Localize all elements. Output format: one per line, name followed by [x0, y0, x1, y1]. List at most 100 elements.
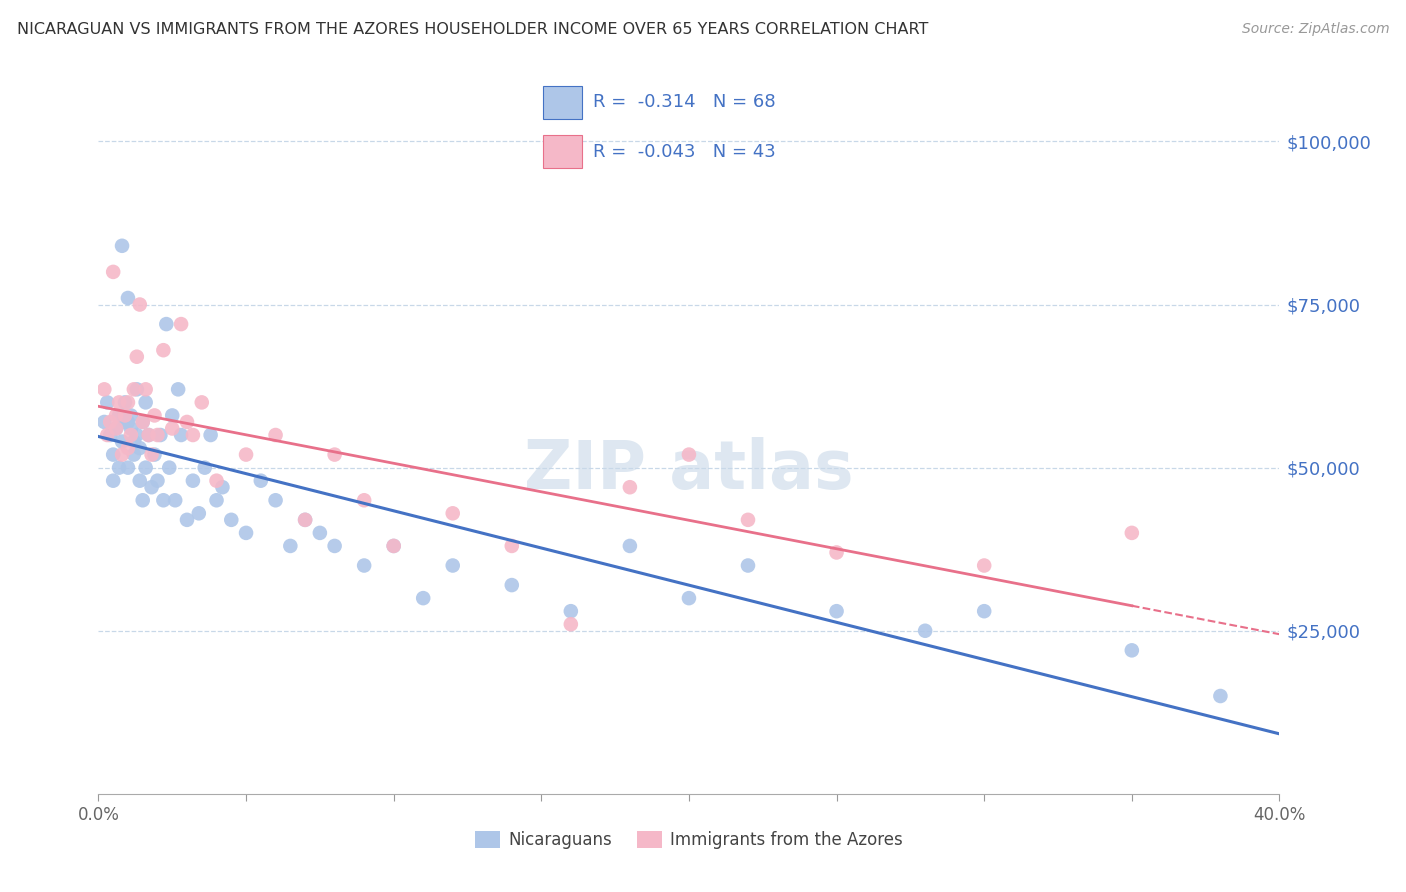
Point	[114, 415, 136, 429]
Point	[1209, 689, 1232, 703]
Point	[619, 480, 641, 494]
Point	[235, 448, 257, 462]
Point	[157, 460, 180, 475]
Point	[96, 428, 118, 442]
Point	[146, 474, 169, 488]
Point	[973, 604, 995, 618]
Point	[122, 382, 145, 396]
Point	[122, 434, 145, 449]
Point	[825, 545, 848, 559]
Point	[141, 448, 163, 462]
Point	[235, 525, 257, 540]
Point	[132, 415, 155, 429]
Point	[138, 428, 160, 442]
Point	[194, 460, 217, 475]
Point	[211, 480, 233, 494]
Point	[108, 409, 131, 423]
Text: R =  -0.043   N = 43: R = -0.043 N = 43	[593, 143, 776, 161]
Point	[501, 578, 523, 592]
Point	[105, 421, 128, 435]
Text: NICARAGUAN VS IMMIGRANTS FROM THE AZORES HOUSEHOLDER INCOME OVER 65 YEARS CORREL: NICARAGUAN VS IMMIGRANTS FROM THE AZORES…	[17, 22, 928, 37]
Point	[152, 493, 174, 508]
Point	[141, 480, 163, 494]
Point	[176, 513, 198, 527]
Point	[117, 395, 139, 409]
Point	[135, 395, 157, 409]
Point	[412, 591, 434, 606]
Point	[128, 297, 150, 311]
Point	[135, 460, 157, 475]
Point	[162, 421, 183, 435]
Point	[309, 525, 332, 540]
Point	[128, 474, 150, 488]
Point	[187, 506, 209, 520]
Point	[382, 539, 405, 553]
Point	[111, 434, 134, 449]
Point	[152, 343, 174, 358]
Point	[501, 539, 523, 553]
Point	[353, 493, 375, 508]
Bar	[543, 87, 582, 119]
Point	[914, 624, 936, 638]
Point	[120, 409, 142, 423]
Point	[135, 382, 157, 396]
Point	[205, 493, 228, 508]
Point	[128, 441, 150, 455]
Point	[294, 513, 316, 527]
Point	[108, 460, 131, 475]
Point	[149, 428, 172, 442]
Point	[560, 604, 582, 618]
Point	[114, 409, 136, 423]
Point	[181, 474, 204, 488]
Point	[678, 448, 700, 462]
Point	[441, 558, 464, 573]
Point	[382, 539, 405, 553]
Point	[205, 474, 228, 488]
Point	[103, 448, 125, 462]
Point	[737, 513, 759, 527]
Point	[973, 558, 995, 573]
Text: ZIP atlas: ZIP atlas	[524, 437, 853, 503]
Point	[264, 428, 287, 442]
Point	[1121, 643, 1143, 657]
Legend: Nicaraguans, Immigrants from the Azores: Nicaraguans, Immigrants from the Azores	[468, 824, 910, 856]
Point	[678, 591, 700, 606]
Point	[132, 493, 155, 508]
Point	[122, 448, 145, 462]
Point	[111, 239, 134, 253]
Point	[200, 428, 222, 442]
Point	[108, 395, 131, 409]
Point	[125, 428, 148, 442]
Point	[143, 409, 166, 423]
Text: Source: ZipAtlas.com: Source: ZipAtlas.com	[1241, 22, 1389, 37]
Point	[162, 409, 183, 423]
Point	[167, 382, 190, 396]
Bar	[543, 136, 582, 168]
Point	[93, 382, 115, 396]
Point	[98, 428, 121, 442]
Point	[146, 428, 169, 442]
Point	[117, 460, 139, 475]
Point	[181, 428, 204, 442]
Point	[170, 317, 193, 331]
Point	[155, 317, 177, 331]
Point	[250, 474, 273, 488]
Point	[120, 428, 142, 442]
Point	[132, 415, 155, 429]
Point	[120, 421, 142, 435]
Point	[138, 428, 160, 442]
Point	[176, 415, 198, 429]
Point	[103, 474, 125, 488]
Point	[737, 558, 759, 573]
Point	[560, 617, 582, 632]
Point	[619, 539, 641, 553]
Point	[1121, 525, 1143, 540]
Point	[125, 382, 148, 396]
Point	[441, 506, 464, 520]
Point	[103, 265, 125, 279]
Point	[191, 395, 214, 409]
Point	[221, 513, 243, 527]
Point	[323, 539, 346, 553]
Text: R =  -0.314   N = 68: R = -0.314 N = 68	[593, 94, 776, 112]
Point	[93, 415, 115, 429]
